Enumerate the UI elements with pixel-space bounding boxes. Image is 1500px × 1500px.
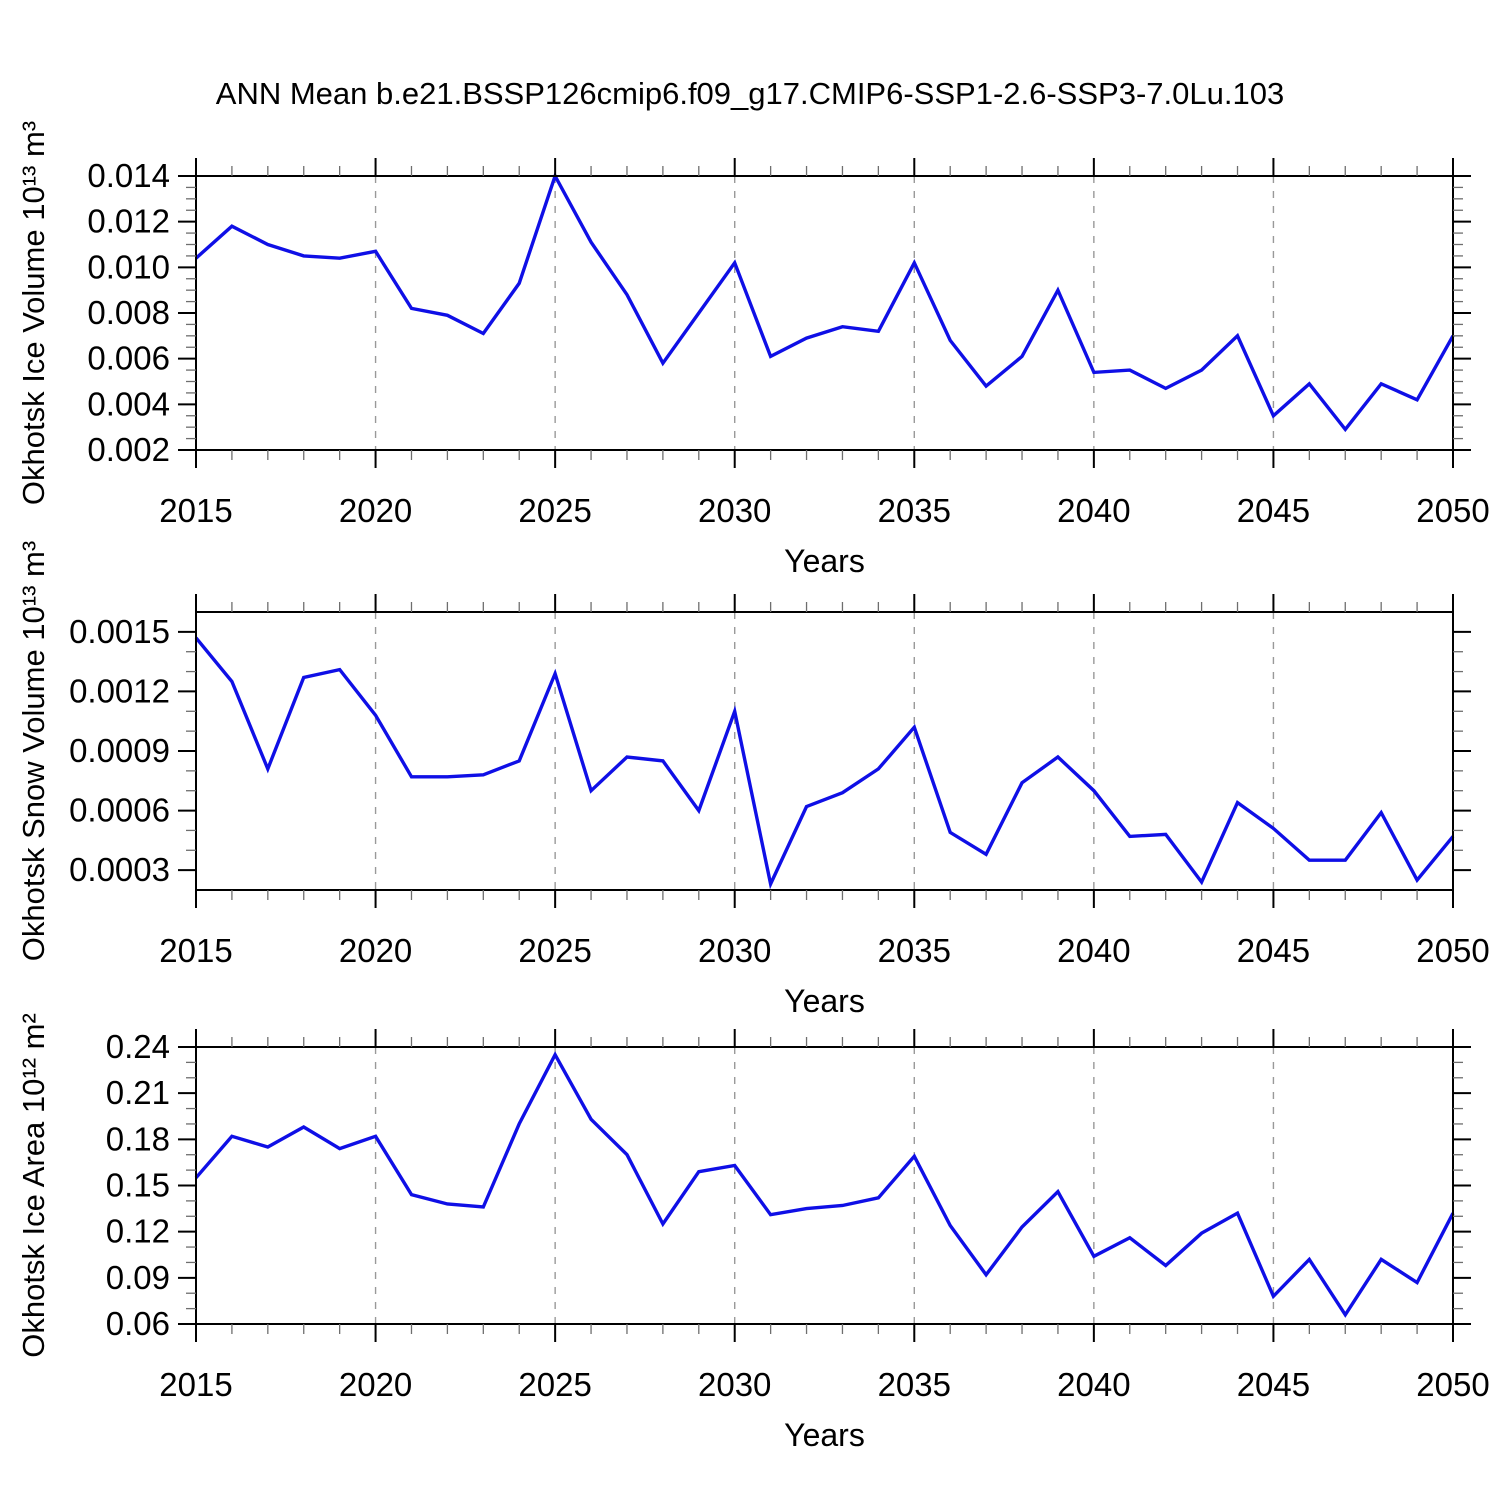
y-tick-label: 0.012	[87, 203, 170, 240]
okhotsk-snow-volume-line	[194, 636, 1455, 890]
x-tick-label: 2030	[698, 492, 771, 529]
x-tick-label: 2020	[339, 932, 412, 969]
okhotsk-snow-volume-panel: 2015 2020 2025 2030 2035 2040 2045 2050 0.0003 0.…	[16, 541, 1490, 1019]
chart-title: ANN Mean b.e21.BSSP126cmip6.f09_g17.CMIP…	[215, 76, 1285, 111]
x-tick-label: 2050	[1416, 932, 1489, 969]
x-tick-label: 2030	[698, 932, 771, 969]
okhotsk-ice-volume-line	[194, 171, 1455, 433]
y-axis-title: Okhotsk Ice Volume 10¹³ m³	[16, 121, 51, 505]
y-tick-label: 0.014	[87, 157, 170, 194]
y-tick-label: 0.0009	[69, 732, 170, 769]
y-tick-label: 0.18	[106, 1120, 170, 1157]
plot-frame	[195, 1046, 1454, 1325]
y-tick-label: 0.12	[106, 1213, 170, 1250]
x-tick-label: 2025	[518, 932, 591, 969]
y-tick-label: 0.21	[106, 1074, 170, 1111]
x-tick-label: 2040	[1057, 1366, 1130, 1403]
x-tick-label: 2035	[878, 492, 951, 529]
x-tick-label: 2050	[1416, 492, 1489, 529]
x-tick-label: 2040	[1057, 932, 1130, 969]
x-tick-label: 2050	[1416, 1366, 1489, 1403]
okhotsk-ice-area-line	[194, 1051, 1455, 1318]
y-tick-label: 0.24	[106, 1028, 170, 1065]
x-tick-label: 2045	[1237, 492, 1310, 529]
x-tick-label: 2030	[698, 1366, 771, 1403]
x-tick-label: 2025	[518, 1366, 591, 1403]
x-tick-label: 2035	[878, 932, 951, 969]
y-tick-label: 0.0015	[69, 613, 170, 650]
x-axis-title: Years	[784, 983, 865, 1019]
x-tick-label: 2015	[159, 492, 232, 529]
plot-frame	[195, 175, 1454, 451]
x-tick-label: 2025	[518, 492, 591, 529]
okhotsk-ice-volume-panel: 2015 2020 2025 2030 2035 2040 2045 2050 0.002 0.0…	[16, 121, 1490, 579]
y-tick-label: 0.004	[87, 385, 170, 422]
y-tick-label: 0.09	[106, 1259, 170, 1296]
x-axis-title: Years	[784, 1417, 865, 1453]
y-tick-label: 0.06	[106, 1305, 170, 1342]
x-tick-label: 2020	[339, 492, 412, 529]
y-tick-label: 0.15	[106, 1167, 170, 1204]
plot-frame	[195, 611, 1454, 891]
x-tick-label: 2045	[1237, 932, 1310, 969]
y-axis-title: Okhotsk Snow Volume 10¹³ m³	[16, 541, 51, 961]
y-tick-label: 0.0012	[69, 672, 170, 709]
y-tick-label: 0.0003	[69, 851, 170, 888]
y-tick-label: 0.002	[87, 431, 170, 468]
x-tick-label: 2040	[1057, 492, 1130, 529]
x-axis-title: Years	[784, 543, 865, 579]
x-tick-label: 2015	[159, 932, 232, 969]
y-tick-label: 0.006	[87, 340, 170, 377]
y-tick-label: 0.008	[87, 294, 170, 331]
okhotsk-ice-area-panel: 2015 2020 2025 2030 2035 2040 2045 2050 0.06 0.09…	[16, 1013, 1490, 1453]
x-tick-label: 2015	[159, 1366, 232, 1403]
y-tick-label: 0.0006	[69, 792, 170, 829]
x-tick-label: 2035	[878, 1366, 951, 1403]
x-tick-label: 2045	[1237, 1366, 1310, 1403]
x-tick-label: 2020	[339, 1366, 412, 1403]
y-tick-label: 0.010	[87, 248, 170, 285]
y-axis-title: Okhotsk Ice Area 10¹² m²	[16, 1013, 51, 1358]
